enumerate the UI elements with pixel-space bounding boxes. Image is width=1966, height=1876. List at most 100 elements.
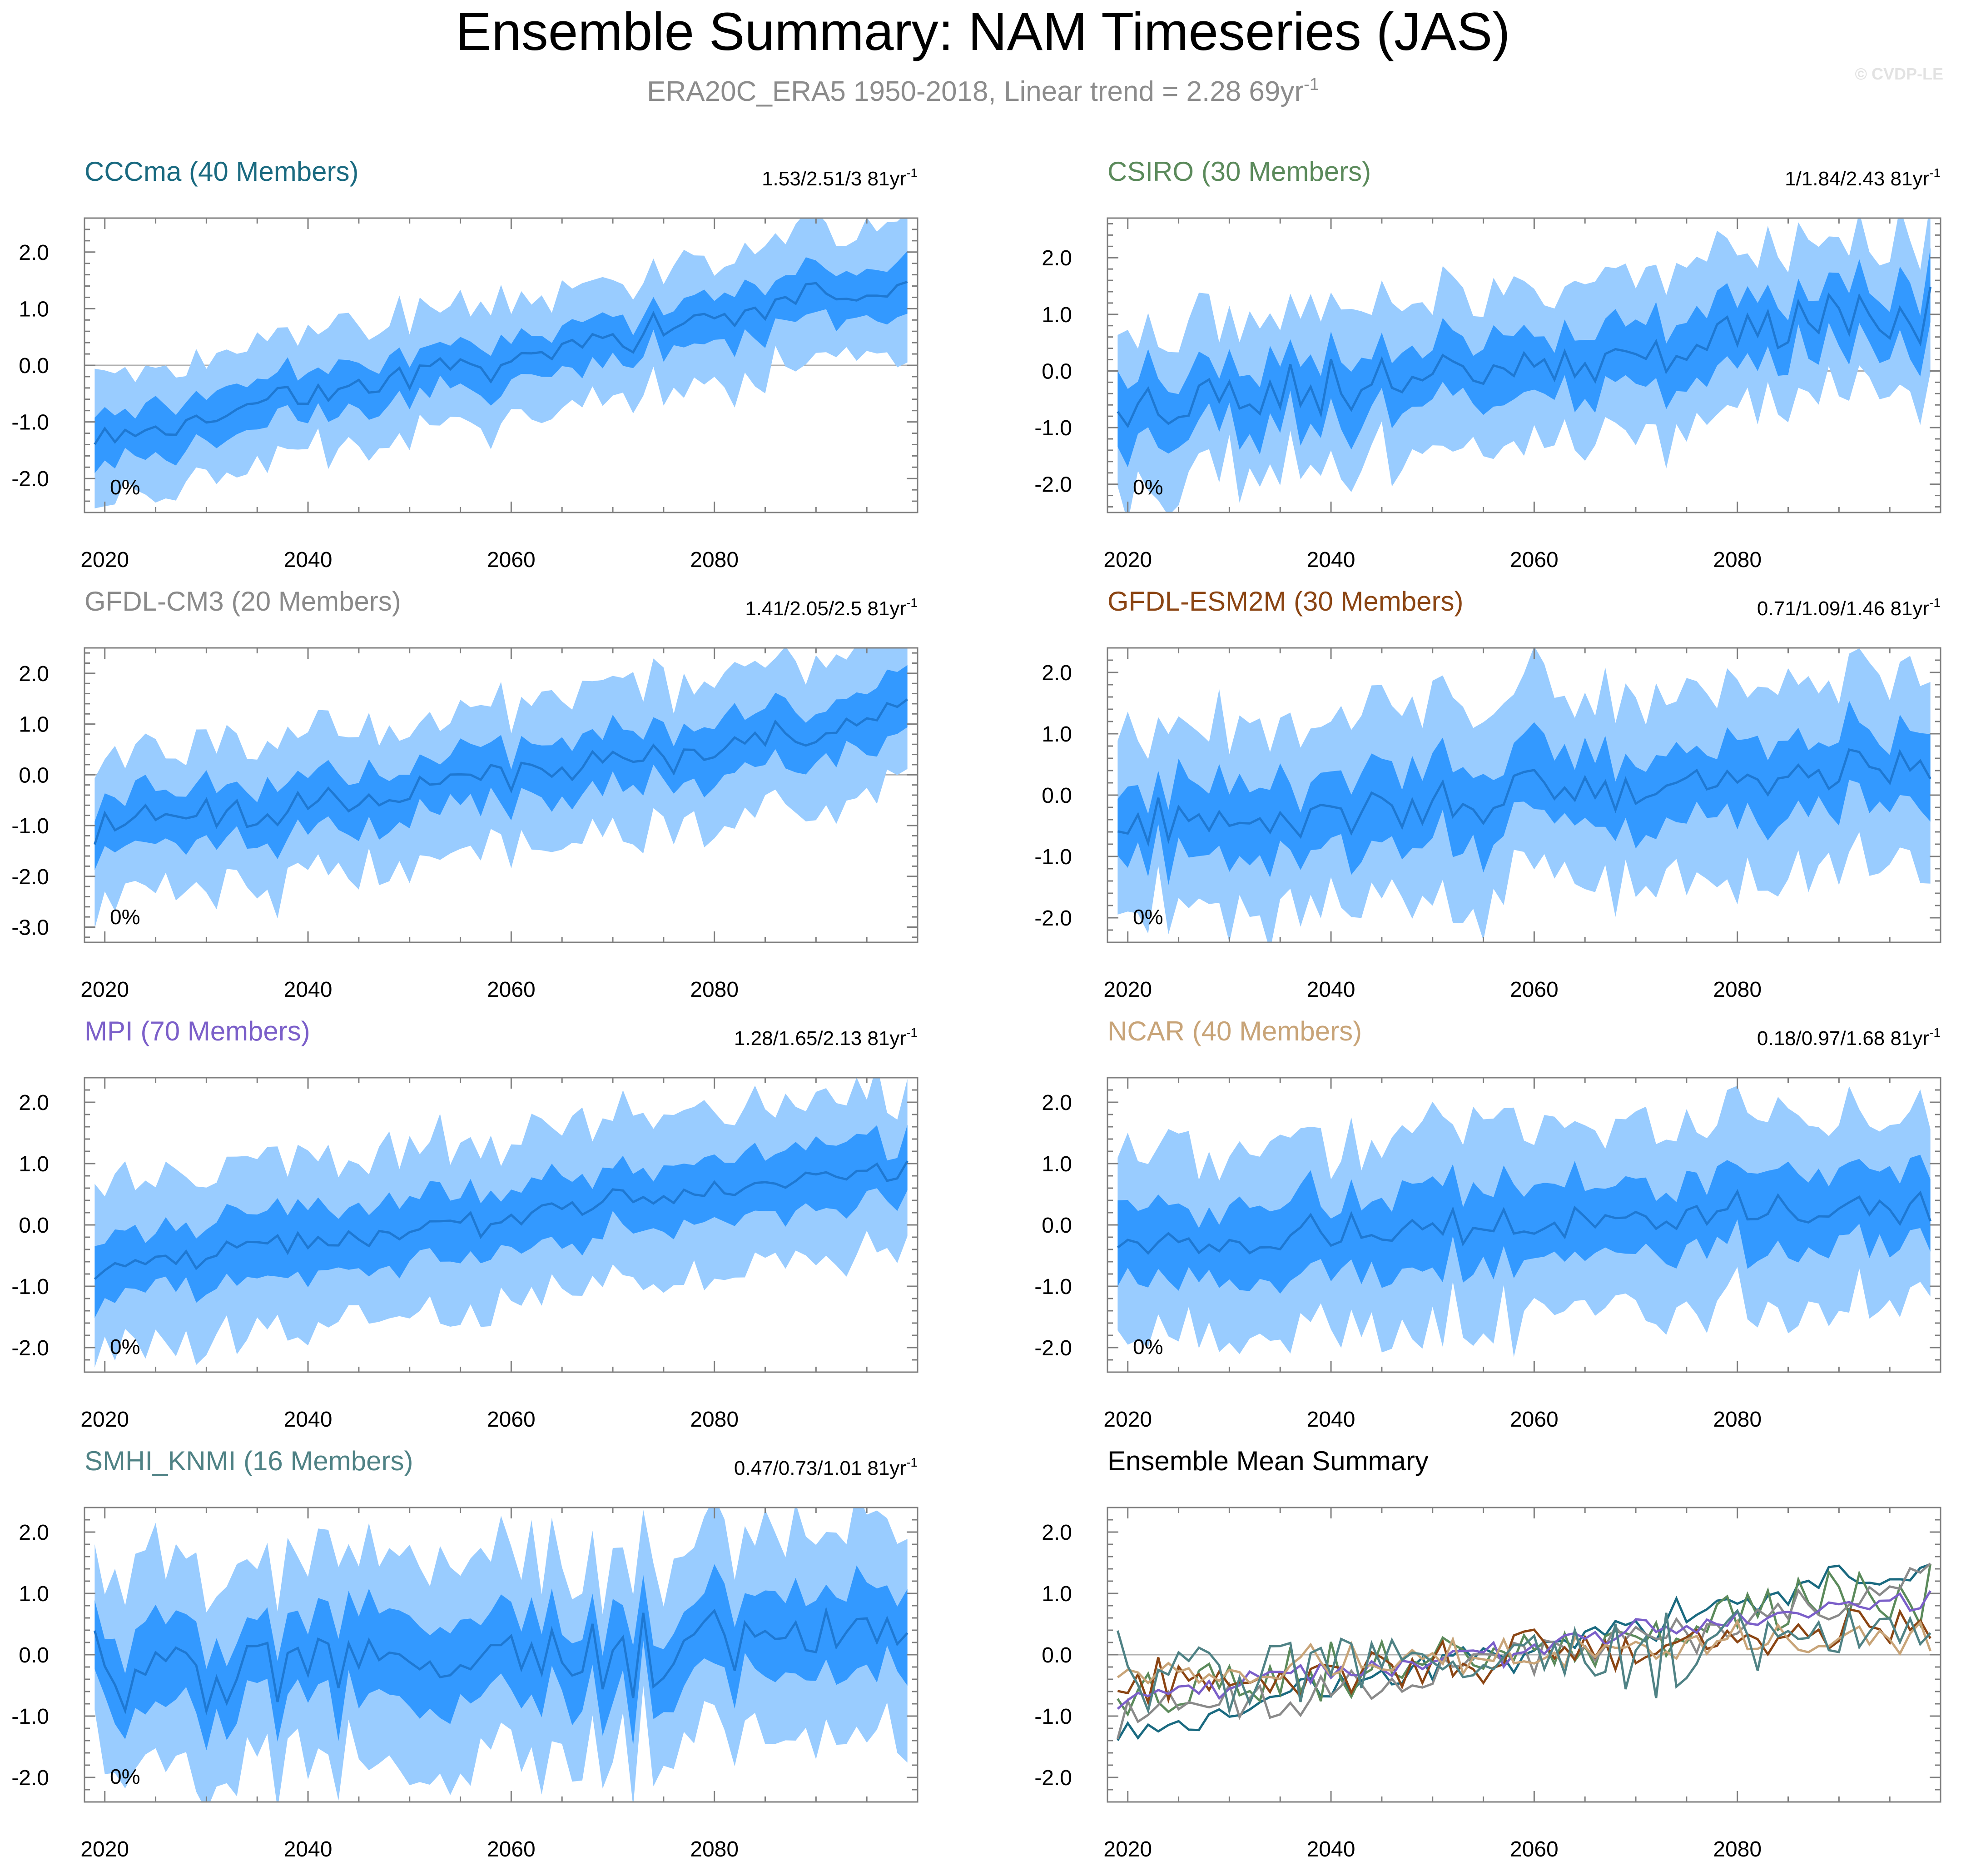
percent-label: 0% xyxy=(110,1335,140,1358)
x-tick-label: 2040 xyxy=(1307,1408,1355,1432)
trend-label: 1.53/2.51/3 81yr-1 xyxy=(762,166,918,190)
ensemble-mean-line xyxy=(94,280,908,445)
inner-spread-band xyxy=(94,251,908,473)
x-tick-label: 2060 xyxy=(487,548,536,572)
plot-area xyxy=(1107,1563,1941,1741)
y-tick-label: 2.0 xyxy=(1042,246,1072,270)
x-tick-label: 2060 xyxy=(1510,1408,1559,1432)
x-tick-label: 2020 xyxy=(80,1408,129,1432)
trend-label: 1.28/1.65/2.13 81yr-1 xyxy=(734,1025,918,1050)
x-tick-label: 2080 xyxy=(690,978,739,1002)
y-tick-label: 0.0 xyxy=(19,354,49,378)
panel-grid: 0% 1.53/2.51/3 81yr-1 2020 2040 2060 2080 2.0 1… xyxy=(11,156,1941,1861)
x-tick-label: 2040 xyxy=(284,1408,333,1432)
percent-label: 0% xyxy=(110,1765,140,1788)
watermark: © CVDP-LE xyxy=(1855,65,1943,83)
ensemble-mean-line xyxy=(94,698,909,845)
y-tick-label: -2.0 xyxy=(1034,1336,1072,1360)
x-tick-label: 2040 xyxy=(1307,1837,1355,1861)
panel-2: 0% 1/1.84/2.43 81yr-1 2020 2040 2060 2080 2.0 1… xyxy=(1034,156,1941,572)
x-tick-label: 2080 xyxy=(1713,548,1762,572)
x-tick-label: 2080 xyxy=(1713,978,1762,1002)
panel-title: CCCma (40 Members) xyxy=(84,156,358,187)
y-tick-label: 2.0 xyxy=(19,1091,49,1115)
panel-4: 0% 0.71/1.09/1.46 81yr-1 2020 2040 2060 2080 2… xyxy=(1034,586,1941,1002)
y-tick-label: -2.0 xyxy=(1034,473,1072,497)
plot-area xyxy=(1107,218,1941,513)
series-line-smhi-knmi xyxy=(1116,1606,1931,1716)
y-tick-label: 0.0 xyxy=(19,1643,49,1667)
x-tick-label: 2020 xyxy=(80,1837,129,1861)
y-tick-label: -1.0 xyxy=(11,1275,49,1299)
percent-label: 0% xyxy=(1133,905,1163,929)
y-tick-label: 2.0 xyxy=(19,662,49,686)
y-tick-label: 0.0 xyxy=(1042,1214,1072,1238)
y-tick-label: 2.0 xyxy=(19,1521,49,1545)
panel-title: CSIRO (30 Members) xyxy=(1107,156,1371,187)
x-tick-label: 2040 xyxy=(284,978,333,1002)
x-tick-label: 2060 xyxy=(1510,1837,1559,1861)
x-tick-label: 2060 xyxy=(1510,548,1559,572)
y-tick-label: -2.0 xyxy=(1034,1766,1072,1790)
y-tick-label: -2.0 xyxy=(11,1336,49,1360)
panel-title: GFDL-CM3 (20 Members) xyxy=(84,586,401,617)
panel-title: NCAR (40 Members) xyxy=(1107,1016,1362,1046)
percent-label: 0% xyxy=(110,475,140,499)
x-tick-label: 2060 xyxy=(487,978,536,1002)
panel-title: SMHI_KNMI (16 Members) xyxy=(84,1446,413,1476)
y-tick-label: -1.0 xyxy=(11,1705,49,1729)
y-tick-label: 1.0 xyxy=(1042,303,1072,327)
x-tick-label: 2080 xyxy=(690,1408,739,1432)
series-line-csiro xyxy=(1117,1563,1932,1717)
x-tick-label: 2040 xyxy=(284,1837,333,1861)
inner-spread-band xyxy=(1117,700,1931,885)
x-tick-label: 2080 xyxy=(690,548,739,572)
figure-subtitle: ERA20C_ERA5 1950-2018, Linear trend = 2.… xyxy=(647,75,1319,107)
y-tick-label: 2.0 xyxy=(1042,1091,1072,1115)
y-tick-label: -1.0 xyxy=(11,411,49,435)
x-tick-label: 2060 xyxy=(487,1408,536,1432)
plot-area xyxy=(84,1508,918,1802)
panel-8: 2020 2040 2060 2080 2.0 1.0 0.0 -1.0 -2.0 Ensembl… xyxy=(1034,1446,1941,1861)
y-tick-label: -1.0 xyxy=(1034,1275,1072,1299)
panel-1: 0% 1.53/2.51/3 81yr-1 2020 2040 2060 2080 2.0 1… xyxy=(11,156,918,572)
percent-label: 0% xyxy=(1133,475,1163,499)
y-tick-label: -3.0 xyxy=(11,916,49,940)
trend-label: 0.47/0.73/1.01 81yr-1 xyxy=(734,1455,918,1479)
y-tick-label: 0.0 xyxy=(1042,359,1072,383)
plot-area xyxy=(1107,1085,1941,1357)
x-tick-label: 2040 xyxy=(1307,978,1355,1002)
y-tick-label: 1.0 xyxy=(19,297,49,321)
y-tick-label: -2.0 xyxy=(11,1766,49,1790)
ensemble-mean-line xyxy=(94,1160,909,1280)
y-tick-label: 1.0 xyxy=(1042,1582,1072,1606)
x-tick-label: 2080 xyxy=(1713,1837,1762,1861)
y-tick-label: 1.0 xyxy=(1042,722,1072,746)
y-tick-label: 1.0 xyxy=(1042,1152,1072,1176)
trend-label: 1.41/2.05/2.5 81yr-1 xyxy=(745,596,918,620)
panel-title: Ensemble Mean Summary xyxy=(1107,1446,1429,1476)
plot-area xyxy=(84,218,918,508)
y-tick-label: 2.0 xyxy=(1042,1521,1072,1545)
y-tick-label: -1.0 xyxy=(1034,845,1072,869)
inner-spread-band xyxy=(94,1564,908,1751)
trend-label: 0.18/0.97/1.68 81yr-1 xyxy=(1757,1025,1941,1050)
y-tick-label: -2.0 xyxy=(11,865,49,889)
ensemble-mean-line xyxy=(1117,1189,1931,1255)
x-tick-label: 2040 xyxy=(1307,548,1355,572)
x-tick-label: 2020 xyxy=(80,978,129,1002)
y-tick-label: 0.0 xyxy=(19,763,49,787)
x-tick-label: 2020 xyxy=(1103,978,1152,1002)
panel-title: GFDL-ESM2M (30 Members) xyxy=(1107,586,1463,617)
ensemble-mean-line xyxy=(1117,287,1932,428)
ensemble-mean-line xyxy=(93,1606,909,1716)
ensemble-mean-line xyxy=(1117,748,1931,847)
y-tick-label: -2.0 xyxy=(11,467,49,491)
inner-spread-band xyxy=(1117,1154,1931,1294)
x-tick-label: 2040 xyxy=(284,548,333,572)
series-line-mpi xyxy=(1117,1590,1931,1710)
y-tick-label: 0.0 xyxy=(1042,784,1072,808)
y-tick-label: 2.0 xyxy=(19,241,49,265)
trend-label: 1/1.84/2.43 81yr-1 xyxy=(1785,166,1941,190)
